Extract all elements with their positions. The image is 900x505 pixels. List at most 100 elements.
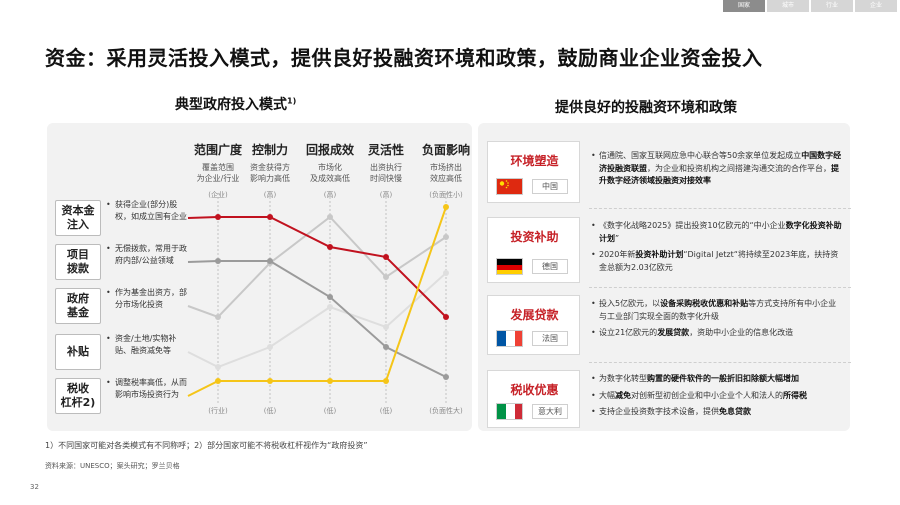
bullet-icon: • bbox=[591, 407, 596, 416]
mode-label-box: 补贴 bbox=[55, 334, 101, 370]
tab-industry[interactable]: 行业 bbox=[811, 0, 853, 12]
scale-bottom-label: (低) bbox=[323, 407, 337, 415]
country-label: 法国 bbox=[532, 331, 568, 346]
mode-point bbox=[267, 214, 273, 220]
dimension-header: 回报成效市场化 及成效高低 bbox=[294, 141, 366, 184]
mode-point bbox=[383, 274, 389, 280]
footnote: 1）不同国家可能对各类模式有不同称呼；2）部分国家可能不将税收杠杆视作为“政府投… bbox=[45, 441, 368, 450]
investment-modes-panel bbox=[47, 123, 472, 431]
flag-it-icon bbox=[496, 403, 523, 420]
mode-point bbox=[267, 258, 273, 264]
tab-country[interactable]: 国家 bbox=[723, 0, 765, 12]
policy-bullet: • 投入5亿欧元，以设备采购税收优惠和补贴等方式支持所有中小企业与工业部门实现全面… bbox=[591, 298, 843, 323]
top-navigation: 国家 城市 行业 企业 bbox=[723, 0, 897, 12]
row-divider bbox=[589, 287, 851, 288]
mode-name-line: 拨款 bbox=[67, 262, 89, 275]
dimension-header: 控制力资金获得方影响力高低 bbox=[234, 141, 306, 184]
policy-highlight: 投资补助计划 bbox=[635, 250, 684, 259]
bullet-icon: • bbox=[591, 299, 596, 308]
tab-city[interactable]: 城市 bbox=[767, 0, 809, 12]
mode-point bbox=[443, 204, 449, 210]
scale-bottom-label: (低) bbox=[263, 407, 277, 415]
policy-category: 环境塑造 bbox=[510, 154, 559, 168]
mode-point bbox=[215, 214, 221, 220]
mode-point bbox=[383, 254, 389, 260]
policy-description: • 为数字化转型购置的硬件软件的一般折旧扣除额大幅增加 • 大幅减免对创新型初创企业和… bbox=[591, 373, 843, 423]
mode-line bbox=[187, 216, 447, 318]
footnote-marker: 1) bbox=[287, 96, 297, 106]
policy-card: 税收优惠 意大利 bbox=[487, 370, 580, 428]
mode-point bbox=[267, 344, 273, 350]
policy-highlight: 免息贷款 bbox=[719, 407, 751, 416]
dimension-description-line: 为企业/行业 bbox=[196, 174, 240, 183]
flag-fr-icon bbox=[496, 330, 523, 347]
scale-bottom-label: (行业) bbox=[208, 407, 228, 415]
dimension-description-line: 覆盖范围 bbox=[202, 163, 234, 172]
scale-bottom-label: (低) bbox=[379, 407, 393, 415]
source-note: 资料来源：UNESCO；案头研究；罗兰贝格 bbox=[45, 462, 180, 470]
mode-name-line: 基金 bbox=[67, 306, 89, 319]
mode-description-text: 作为基金出资方，部分市场化投资 bbox=[115, 288, 187, 309]
dimension-name: 控制力 bbox=[251, 143, 288, 157]
policy-text: 信通院、国家互联网应急中心联合等50余家单位发起成立 bbox=[599, 151, 802, 160]
dimension-header: 范围广度覆盖范围为企业/行业 bbox=[182, 141, 254, 184]
mode-line bbox=[187, 272, 447, 369]
mode-name-line: 政府 bbox=[67, 292, 89, 305]
policy-bullet: • 为数字化转型购置的硬件软件的一般折旧扣除额大幅增加 bbox=[591, 373, 843, 386]
flag-cn-icon bbox=[496, 178, 523, 195]
tab-enterprise[interactable]: 企业 bbox=[855, 0, 897, 12]
policy-text: 等方式支持所有中小企业与工业部门实现全面的数字化升级 bbox=[599, 299, 837, 321]
dimension-description-line: 影响力高低 bbox=[250, 174, 290, 183]
mode-line bbox=[187, 215, 447, 319]
dimension-name: 范围广度 bbox=[193, 143, 242, 157]
dimension-description-line: 资金获得方 bbox=[250, 163, 290, 172]
row-divider bbox=[589, 362, 851, 363]
policy-category: 投资补助 bbox=[510, 230, 559, 244]
mode-point bbox=[383, 324, 389, 330]
policy-text: 设立21亿欧元的 bbox=[599, 328, 658, 337]
scale-bottom-label: (负面性大) bbox=[429, 407, 463, 415]
mode-point bbox=[327, 304, 333, 310]
mode-point bbox=[327, 378, 333, 384]
policy-text: ，资助中小企业的信息化改造 bbox=[689, 328, 794, 337]
policy-text: “Digital Jetzt“将持续至2023年底，扶持资金总额为2.03亿欧元 bbox=[599, 250, 839, 272]
policy-text: 大幅 bbox=[599, 390, 615, 400]
dimension-header: 灵活性出资执行 时间快慢 bbox=[350, 141, 422, 184]
country-label: 中国 bbox=[532, 179, 568, 194]
bullet-icon: • bbox=[591, 221, 596, 230]
mode-description-text: 无偿拨款，常用于政府内部/公益领域 bbox=[115, 244, 187, 265]
dimension-name: 灵活性 bbox=[367, 143, 404, 157]
mode-line bbox=[187, 206, 447, 397]
flag-de-icon bbox=[496, 258, 523, 275]
mode-point bbox=[327, 214, 333, 220]
dimension-description: 市场化 及成效高低 bbox=[294, 162, 366, 184]
dimension-description: 市场挤出 效应高低 bbox=[410, 162, 482, 184]
bullet-icon: • bbox=[591, 151, 596, 160]
dimension-name: 负面影响 bbox=[421, 143, 470, 157]
policy-highlight: 数字化投资补助计划 bbox=[599, 221, 842, 243]
dimension-description-line: 市场挤出 bbox=[430, 163, 462, 172]
policy-bullet: • 大幅减免对创新型初创企业和中小企业个人和法人的所得税 bbox=[591, 390, 843, 403]
policy-text: 为数字化转型 bbox=[599, 374, 647, 383]
country-label: 德国 bbox=[532, 259, 568, 274]
mode-description: • 作为基金出资方，部分市场化投资 bbox=[106, 287, 188, 311]
dimension-description-line: 及成效高低 bbox=[310, 174, 350, 183]
dimension-header: 负面影响市场挤出 效应高低 bbox=[410, 141, 482, 184]
bullet-icon: • bbox=[591, 374, 596, 383]
mode-point bbox=[383, 344, 389, 350]
policy-bullet: • 支持企业投资数字技术设备，提供免息贷款 bbox=[591, 406, 843, 419]
mode-point bbox=[215, 378, 221, 384]
policy-text: 《数字化战略2025》提出投资10亿欧元的“中小企业 bbox=[599, 221, 786, 230]
dimension-name: 回报成效 bbox=[305, 143, 354, 157]
bullet-icon: • bbox=[106, 244, 111, 253]
mode-point bbox=[443, 374, 449, 380]
mode-point bbox=[443, 314, 449, 320]
bullet-icon: • bbox=[106, 200, 111, 209]
dimension-description: 资金获得方影响力高低 bbox=[234, 162, 306, 184]
bullet-icon: • bbox=[106, 334, 111, 343]
mode-point bbox=[267, 378, 273, 384]
policy-description: • 投入5亿欧元，以设备采购税收优惠和补贴等方式支持所有中小企业与工业部门实现全面… bbox=[591, 298, 843, 344]
dimension-description: 出资执行 时间快慢 bbox=[350, 162, 422, 184]
mode-name-line: 资本金 bbox=[61, 204, 95, 217]
